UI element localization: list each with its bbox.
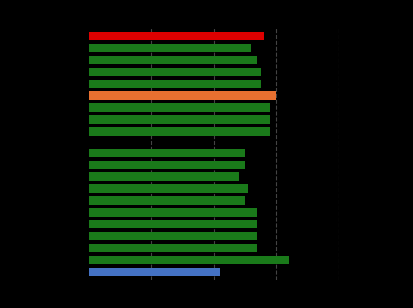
- Bar: [89, 115, 270, 124]
- Bar: [89, 160, 245, 169]
- Bar: [89, 256, 289, 264]
- Bar: [89, 208, 257, 217]
- Bar: [89, 220, 257, 229]
- Bar: [89, 172, 239, 181]
- Bar: [89, 184, 248, 193]
- Bar: [89, 196, 245, 205]
- Bar: [89, 44, 251, 52]
- Bar: [89, 56, 257, 64]
- Bar: [89, 91, 276, 100]
- Bar: [89, 268, 220, 276]
- Bar: [89, 244, 257, 252]
- Bar: [89, 68, 261, 76]
- Bar: [89, 79, 261, 88]
- Bar: [89, 32, 263, 40]
- Bar: [89, 232, 257, 240]
- Bar: [89, 149, 245, 157]
- Bar: [89, 127, 270, 136]
- Bar: [89, 103, 270, 112]
